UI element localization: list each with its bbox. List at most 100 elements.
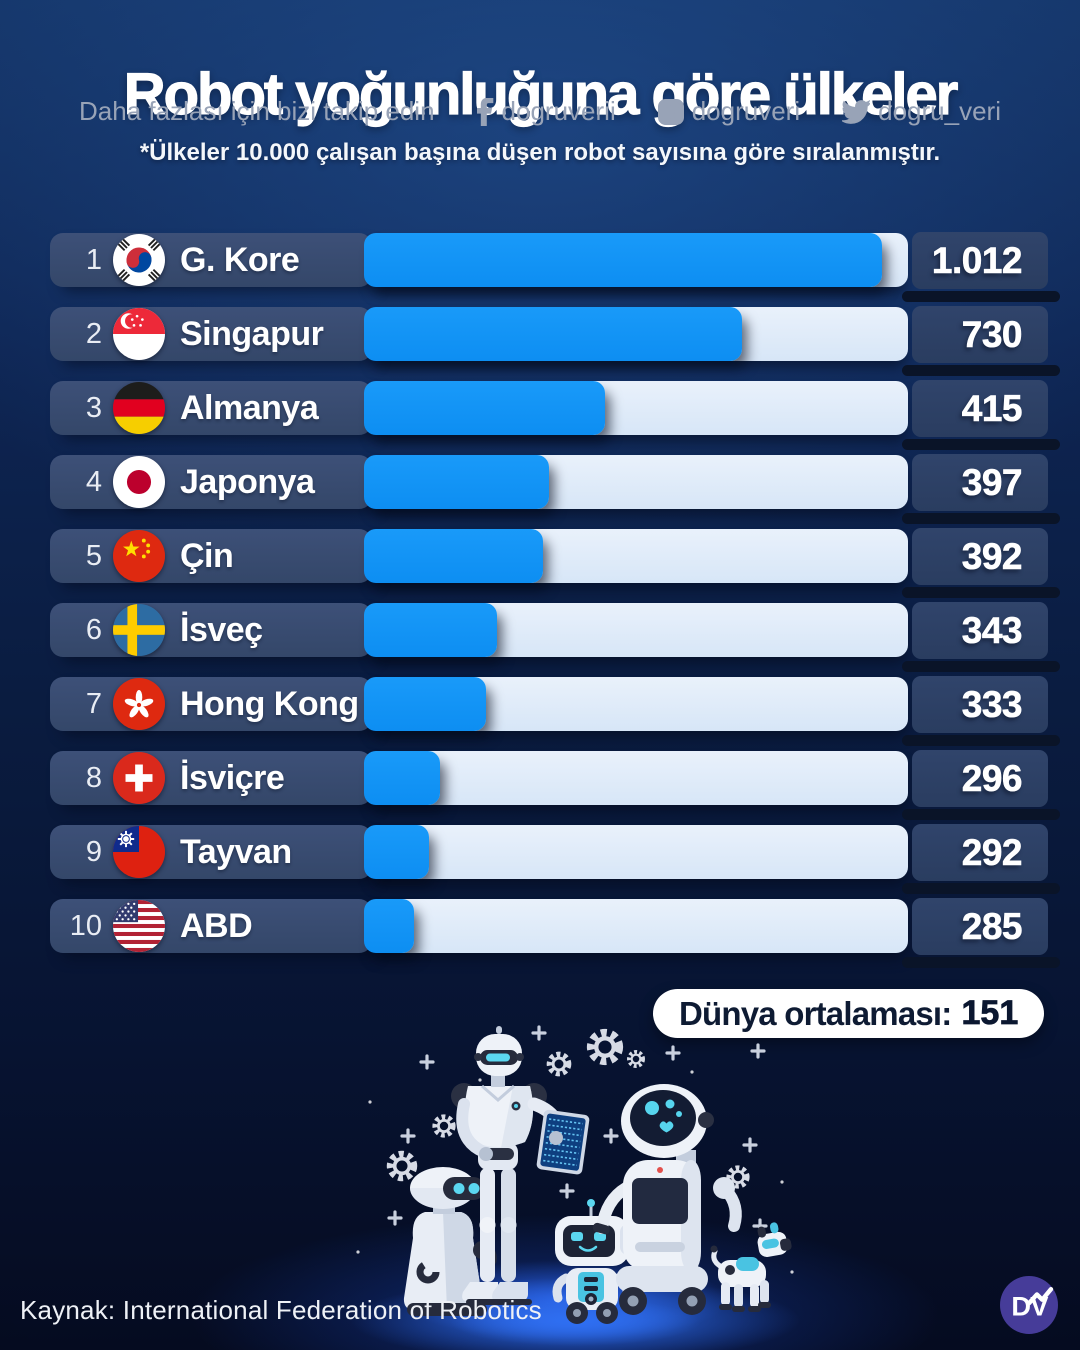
value-label: 1.012 bbox=[931, 239, 1023, 281]
svg-text:DV: DV bbox=[1011, 1291, 1048, 1322]
chart-row: 3 Almanya 415 bbox=[0, 380, 1080, 450]
chart-row: 9 Tayvan 292 bbox=[0, 824, 1080, 894]
value-label: 415 bbox=[961, 387, 1022, 429]
value-box: 1.012 bbox=[902, 232, 1060, 302]
instagram-icon bbox=[657, 98, 684, 125]
country-label: İsveç bbox=[180, 610, 263, 649]
country-label: Çin bbox=[180, 536, 234, 575]
bar-fill bbox=[364, 233, 883, 287]
country-label-box: 10 ABD bbox=[50, 899, 372, 953]
country-flag bbox=[113, 752, 165, 804]
facebook-handle: dogruverii bbox=[501, 96, 616, 126]
bar-fill bbox=[364, 529, 543, 583]
facebook-account: dogruverii bbox=[476, 96, 616, 127]
twitter-account: dogru_veri bbox=[842, 96, 1001, 127]
value-label: 296 bbox=[961, 757, 1022, 799]
value-label: 392 bbox=[961, 535, 1022, 577]
country-label-box: 9 Tayvan bbox=[50, 825, 372, 879]
value-box: 730 bbox=[902, 306, 1060, 376]
country-label: İsviçre bbox=[180, 758, 285, 797]
humanoid-robot bbox=[451, 1026, 590, 1305]
country-label-box: 4 Japonya bbox=[50, 455, 372, 509]
value-label: 343 bbox=[961, 609, 1022, 651]
follow-label: Daha fazlası için bizi takip edin bbox=[79, 96, 435, 126]
rank-label: 5 bbox=[85, 539, 102, 572]
rank-label: 10 bbox=[69, 909, 102, 942]
bar-fill bbox=[364, 751, 440, 805]
value-box: 285 bbox=[902, 898, 1060, 968]
country-label-box: 7 Hong Kong bbox=[50, 677, 372, 731]
country-flag bbox=[113, 604, 165, 656]
page-title: Robot yoğunluğuna göre ülkeler bbox=[123, 61, 959, 127]
world-average-label: Dünya ortalaması: bbox=[679, 994, 952, 1032]
rank-label: 6 bbox=[85, 613, 102, 646]
country-label: Tayvan bbox=[180, 832, 292, 871]
chart-row: 6 İsveç 343 bbox=[0, 602, 1080, 672]
rank-label: 3 bbox=[85, 391, 102, 424]
chart-row: 5 Çin 392 bbox=[0, 528, 1080, 598]
rank-label: 1 bbox=[85, 243, 102, 276]
rank-label: 9 bbox=[85, 835, 102, 868]
value-box: 333 bbox=[902, 676, 1060, 746]
chart-row: 10 ABD 285 bbox=[0, 898, 1080, 968]
value-box: 392 bbox=[902, 528, 1060, 598]
bar-track bbox=[368, 825, 908, 879]
rank-label: 4 bbox=[85, 465, 102, 498]
country-label: Singapur bbox=[180, 314, 324, 353]
bar-track bbox=[368, 899, 908, 953]
country-label-box: 8 İsviçre bbox=[50, 751, 372, 805]
country-flag bbox=[113, 456, 165, 508]
value-label: 333 bbox=[961, 683, 1022, 725]
value-label: 397 bbox=[961, 461, 1022, 503]
bar-fill bbox=[364, 381, 606, 435]
chart-row: 2 Singapur 730 bbox=[0, 306, 1080, 376]
bar-fill bbox=[364, 825, 430, 879]
bar-fill bbox=[364, 603, 497, 657]
country-flag bbox=[113, 234, 165, 286]
bar-track bbox=[368, 751, 908, 805]
country-label-box: 5 Çin bbox=[50, 529, 372, 583]
robot-dog bbox=[710, 1222, 792, 1312]
chart-row: 1 G. Kore 1.012 bbox=[0, 232, 1080, 302]
instagram-handle: dogruveri bbox=[691, 96, 801, 126]
country-label: Hong Kong bbox=[180, 684, 359, 723]
country-label: Japonya bbox=[180, 462, 315, 501]
value-label: 285 bbox=[961, 905, 1022, 947]
value-box: 415 bbox=[902, 380, 1060, 450]
circuit-tablet bbox=[536, 1109, 590, 1175]
social-row: Daha fazlası için bizi takip edin dogruv… bbox=[0, 96, 1080, 127]
value-box: 292 bbox=[902, 824, 1060, 894]
country-flag bbox=[113, 900, 165, 952]
country-label-box: 3 Almanya bbox=[50, 381, 372, 435]
service-robot bbox=[592, 1084, 742, 1315]
chart-row: 8 İsviçre 296 bbox=[0, 750, 1080, 820]
bar-fill bbox=[364, 899, 414, 953]
value-box: 343 bbox=[902, 602, 1060, 672]
twitter-icon bbox=[842, 99, 871, 124]
rank-label: 2 bbox=[85, 317, 102, 350]
country-flag bbox=[113, 382, 165, 434]
country-label-box: 2 Singapur bbox=[50, 307, 372, 361]
chart-note: *Ülkeler 10.000 çalışan başına düşen rob… bbox=[139, 139, 941, 166]
chart-rows: 1 G. Kore 1.012 2 Singapur 730 3 Almanya… bbox=[0, 232, 1080, 968]
plus-icon bbox=[387, 1025, 768, 1234]
value-box: 296 bbox=[902, 750, 1060, 820]
country-label: G. Kore bbox=[180, 240, 300, 279]
twitter-handle: dogru_veri bbox=[878, 96, 1001, 126]
dv-logo: DV bbox=[1000, 1276, 1058, 1334]
value-label: 292 bbox=[961, 831, 1022, 873]
country-label-box: 1 G. Kore bbox=[50, 233, 372, 287]
rank-label: 8 bbox=[85, 761, 102, 794]
world-average-value: 151 bbox=[961, 994, 1019, 1033]
value-box: 397 bbox=[902, 454, 1060, 524]
bar-fill bbox=[364, 677, 487, 731]
country-flag bbox=[113, 826, 165, 878]
rank-label: 7 bbox=[85, 687, 102, 720]
facebook-icon bbox=[476, 97, 494, 126]
bar-fill bbox=[364, 307, 742, 361]
bar-fill bbox=[364, 455, 549, 509]
country-label-box: 6 İsveç bbox=[50, 603, 372, 657]
value-label: 730 bbox=[961, 313, 1022, 355]
country-label: ABD bbox=[180, 906, 253, 945]
